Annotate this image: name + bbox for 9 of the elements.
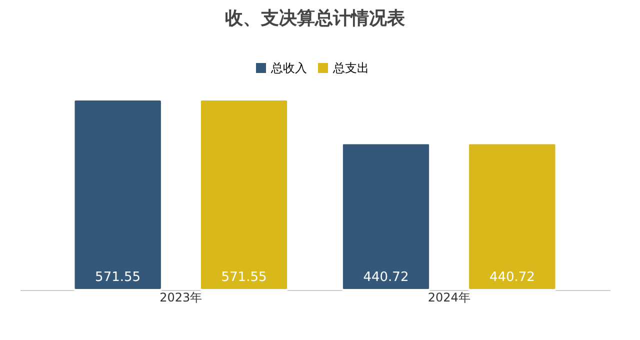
legend-label: 总收入 (270, 61, 307, 75)
data-label: 440.72 (489, 270, 535, 285)
x-tick-label: 2023年 (160, 290, 202, 304)
x-tick-label: 2024年 (428, 290, 470, 304)
data-label: 571.55 (221, 270, 267, 285)
data-label: 571.55 (95, 270, 141, 285)
chart-title: 收、支决算总计情况表 (225, 8, 405, 29)
legend-label: 总支出 (332, 61, 369, 75)
data-label: 440.72 (363, 270, 409, 285)
